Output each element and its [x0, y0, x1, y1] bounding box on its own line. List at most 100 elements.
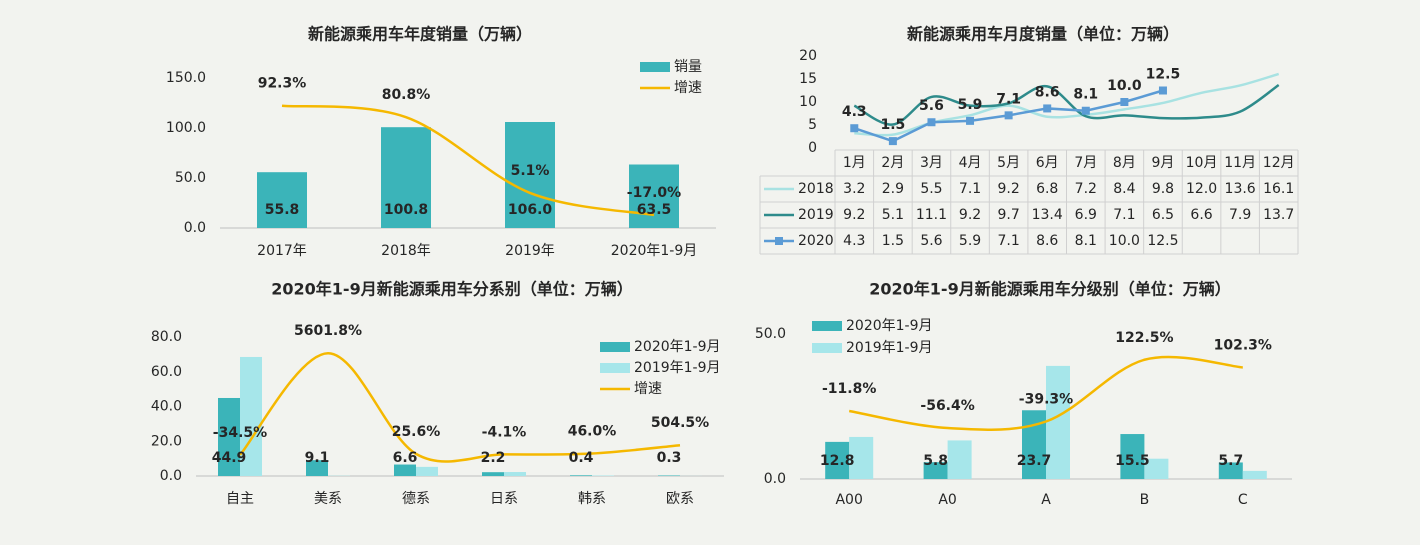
data-label: 7.1 [996, 91, 1021, 107]
x-tick-label: 5月 [997, 155, 1020, 171]
y-tick-label: 60.0 [151, 364, 182, 380]
x-tick-label: 7月 [1074, 155, 1097, 171]
bar-value-label: 0.3 [657, 450, 682, 466]
data-label: 504.5% [651, 415, 709, 431]
y-tick-label: 5 [808, 117, 817, 133]
legend-label: 增速 [634, 381, 662, 397]
x-tick-label: 11月 [1224, 155, 1256, 171]
bar [825, 441, 850, 479]
bar [570, 475, 592, 476]
legend-swatch [600, 342, 630, 352]
legend-swatch-marker [775, 237, 783, 245]
table-value: 7.1 [959, 181, 981, 197]
line [239, 351, 681, 463]
bar-value-label: 55.8 [265, 202, 300, 218]
x-tick-label: 3月 [920, 155, 943, 171]
data-label: 5.6 [919, 98, 944, 114]
data-label: 46.0% [568, 424, 617, 440]
y-tick-label: 80.0 [151, 329, 182, 345]
table-value: 4.3 [843, 233, 865, 249]
legend-label: 2019 [798, 207, 834, 223]
bar [947, 440, 972, 479]
chart-title: 新能源乘用车月度销量（单位：万辆） [907, 25, 1179, 44]
line-marker [1004, 111, 1013, 120]
data-label: 5601.8% [294, 323, 362, 339]
data-label: -56.4% [920, 398, 974, 414]
x-tick-label: 4月 [959, 155, 982, 171]
line-marker [927, 118, 936, 127]
data-label: 12.5 [1146, 67, 1181, 83]
x-tick-label: 日系 [490, 491, 518, 507]
y-tick-label: 100.0 [166, 120, 206, 136]
bar-value-label: 15.5 [1115, 453, 1150, 469]
x-tick-label: 2019年 [505, 243, 555, 259]
data-label: 8.1 [1073, 87, 1098, 103]
data-label: 92.3% [258, 76, 307, 92]
data-label: -17.0% [627, 185, 681, 201]
line [848, 355, 1243, 432]
line [853, 83, 1280, 126]
line-marker [1081, 106, 1090, 115]
bar [1120, 434, 1145, 479]
table-value: 6.9 [1075, 207, 1097, 223]
bar-value-label: 106.0 [508, 202, 553, 218]
bar [218, 397, 240, 476]
table-value: 12.0 [1186, 181, 1217, 197]
line-marker [966, 116, 975, 125]
table-value: 7.2 [1075, 181, 1097, 197]
data-label: -11.8% [822, 381, 876, 397]
line [281, 104, 655, 217]
bar-value-label: 12.8 [820, 453, 855, 469]
data-label: -34.5% [213, 425, 267, 441]
bar [658, 475, 680, 476]
table-value: 6.8 [1036, 181, 1058, 197]
x-tick-label: A [1041, 492, 1051, 508]
table-value: 9.2 [843, 207, 865, 223]
table-value: 6.6 [1190, 207, 1212, 223]
x-tick-label: 2018年 [381, 243, 431, 259]
y-tick-label: 20.0 [151, 433, 182, 449]
x-tick-label: 9月 [1151, 155, 1174, 171]
bar [505, 122, 555, 228]
bar [504, 472, 526, 476]
chart-title: 新能源乘用车年度销量（万辆） [308, 25, 532, 44]
bar [416, 466, 438, 476]
data-label: 5.1% [511, 163, 550, 179]
x-tick-label: 2020年1-9月 [611, 243, 698, 259]
table-value: 11.1 [916, 207, 947, 223]
x-tick-label: 1月 [843, 155, 866, 171]
table-value: 7.9 [1229, 207, 1251, 223]
table-value: 13.6 [1225, 181, 1256, 197]
x-tick-label: 自主 [226, 491, 254, 507]
table-value: 8.6 [1036, 233, 1058, 249]
y-tick-label: 50.0 [175, 170, 206, 186]
table-value: 9.2 [997, 181, 1019, 197]
x-tick-label: 12月 [1263, 155, 1295, 171]
table-value: 5.6 [920, 233, 942, 249]
bar [306, 460, 328, 476]
data-label: 8.6 [1035, 84, 1060, 100]
bar-value-label: 100.8 [384, 202, 428, 218]
legend-label: 销量 [674, 59, 702, 75]
table-value: 7.1 [1113, 207, 1135, 223]
y-tick-label: 15 [799, 71, 817, 87]
table-value: 2.9 [882, 181, 904, 197]
data-label: -4.1% [482, 424, 527, 440]
table-value: 9.2 [959, 207, 981, 223]
x-tick-label: C [1238, 492, 1248, 508]
bar [394, 464, 416, 476]
bar [1218, 462, 1243, 479]
legend-label: 增速 [674, 80, 702, 96]
table-value: 7.1 [997, 233, 1019, 249]
bar [1144, 458, 1169, 479]
bar-value-label: 23.7 [1017, 453, 1052, 469]
bar [1046, 365, 1070, 479]
legend-swatch [640, 62, 670, 72]
table-value: 9.8 [1152, 181, 1174, 197]
table-value: 8.4 [1113, 181, 1135, 197]
data-label: 4.3 [842, 104, 867, 120]
line-marker [1158, 86, 1167, 95]
y-tick-label: 10 [799, 94, 817, 110]
data-label: -39.3% [1019, 391, 1073, 407]
table-value: 3.2 [843, 181, 865, 197]
